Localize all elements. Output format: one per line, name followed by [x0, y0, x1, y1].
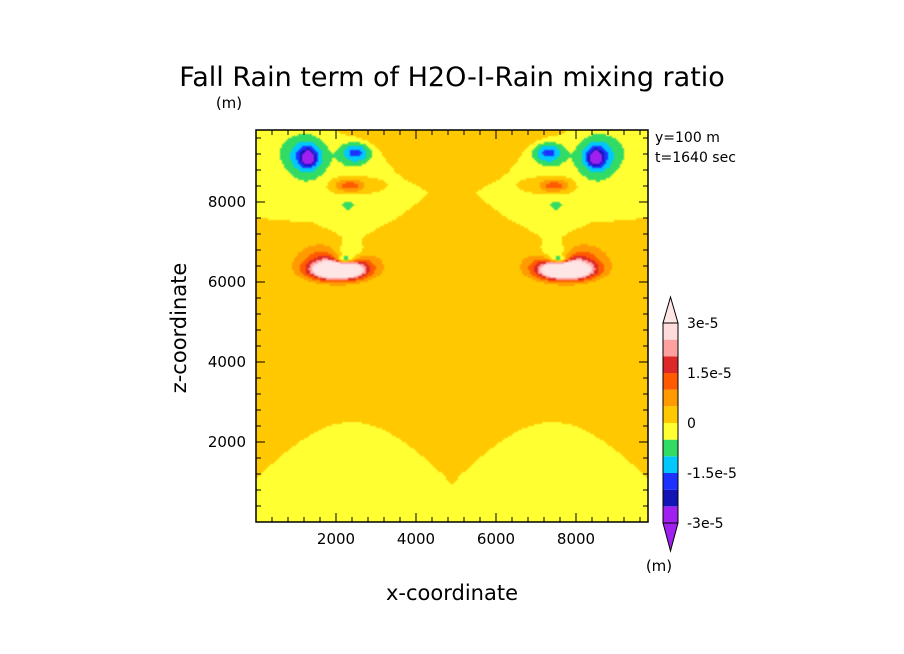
- colorbar-overflow-high: [662, 295, 679, 324]
- x-axis-label: x-coordinate: [386, 581, 518, 605]
- colorbar-swatch: [663, 473, 678, 490]
- colorbar-overflow-low: [662, 522, 679, 553]
- y-tick-label: 6000: [208, 273, 246, 291]
- contour-field: [255, 129, 649, 523]
- colorbar-frame: [662, 322, 679, 524]
- x-tick-label: 8000: [557, 530, 595, 548]
- y-tick-label: 4000: [208, 353, 246, 371]
- colorbar-swatch: [663, 489, 678, 507]
- colorbar-swatch: [663, 356, 678, 373]
- colorbar-swatch: [663, 339, 678, 357]
- x-tick-label: 6000: [477, 530, 515, 548]
- colorbar-tick-label: -1.5e-5: [687, 466, 737, 482]
- annotation-t: t=1640 sec: [655, 150, 736, 166]
- colorbar-swatch: [663, 439, 678, 457]
- chart-title: Fall Rain term of H2O-I-Rain mixing rati…: [179, 62, 725, 93]
- colorbar-unit-label: (m): [646, 557, 672, 575]
- colorbar-tick-label: -3e-5: [687, 516, 724, 532]
- plot-frame: [255, 129, 649, 523]
- colorbar-swatch: [663, 373, 678, 390]
- colorbar: 3e-5 1.5e-5 0 -1.5e-5 -3e-5: [662, 295, 737, 553]
- x-tick-label: 4000: [397, 530, 435, 548]
- colorbar-tick-label: 0: [687, 416, 696, 432]
- colorbar-swatch: [663, 506, 678, 523]
- colorbar-swatch: [663, 389, 678, 407]
- x-axis: 2000 4000 6000 8000: [255, 130, 641, 548]
- colorbar-tick-label: 1.5e-5: [687, 366, 732, 382]
- colorbar-tick-label: 3e-5: [687, 316, 718, 332]
- colorbar-swatch: [663, 323, 678, 340]
- colorbar-swatch: [663, 456, 678, 473]
- colorbar-swatch: [663, 423, 678, 440]
- colorbar-swatch: [663, 406, 678, 423]
- y-unit-label: (m): [216, 94, 242, 112]
- y-axis: 2000 4000 6000 8000: [208, 137, 648, 523]
- y-tick-label: 8000: [208, 193, 246, 211]
- y-axis-label: z-coordinate: [167, 263, 191, 394]
- y-tick-label: 2000: [208, 433, 246, 451]
- x-tick-label: 2000: [317, 530, 355, 548]
- contour-field-image: [256, 130, 648, 522]
- annotation-y: y=100 m: [655, 130, 720, 146]
